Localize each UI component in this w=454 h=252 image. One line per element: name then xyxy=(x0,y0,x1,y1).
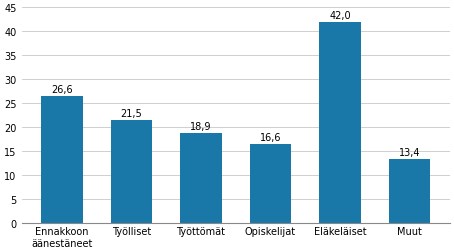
Bar xyxy=(41,96,83,224)
Bar xyxy=(180,133,222,224)
Bar xyxy=(319,22,361,224)
Text: 16,6: 16,6 xyxy=(260,132,281,142)
Bar xyxy=(110,121,152,224)
Text: 42,0: 42,0 xyxy=(329,11,351,21)
Bar xyxy=(250,144,291,224)
Text: 18,9: 18,9 xyxy=(190,121,212,131)
Text: 21,5: 21,5 xyxy=(120,109,142,119)
Text: 13,4: 13,4 xyxy=(399,147,420,158)
Bar xyxy=(389,160,430,224)
Text: 26,6: 26,6 xyxy=(51,84,73,94)
